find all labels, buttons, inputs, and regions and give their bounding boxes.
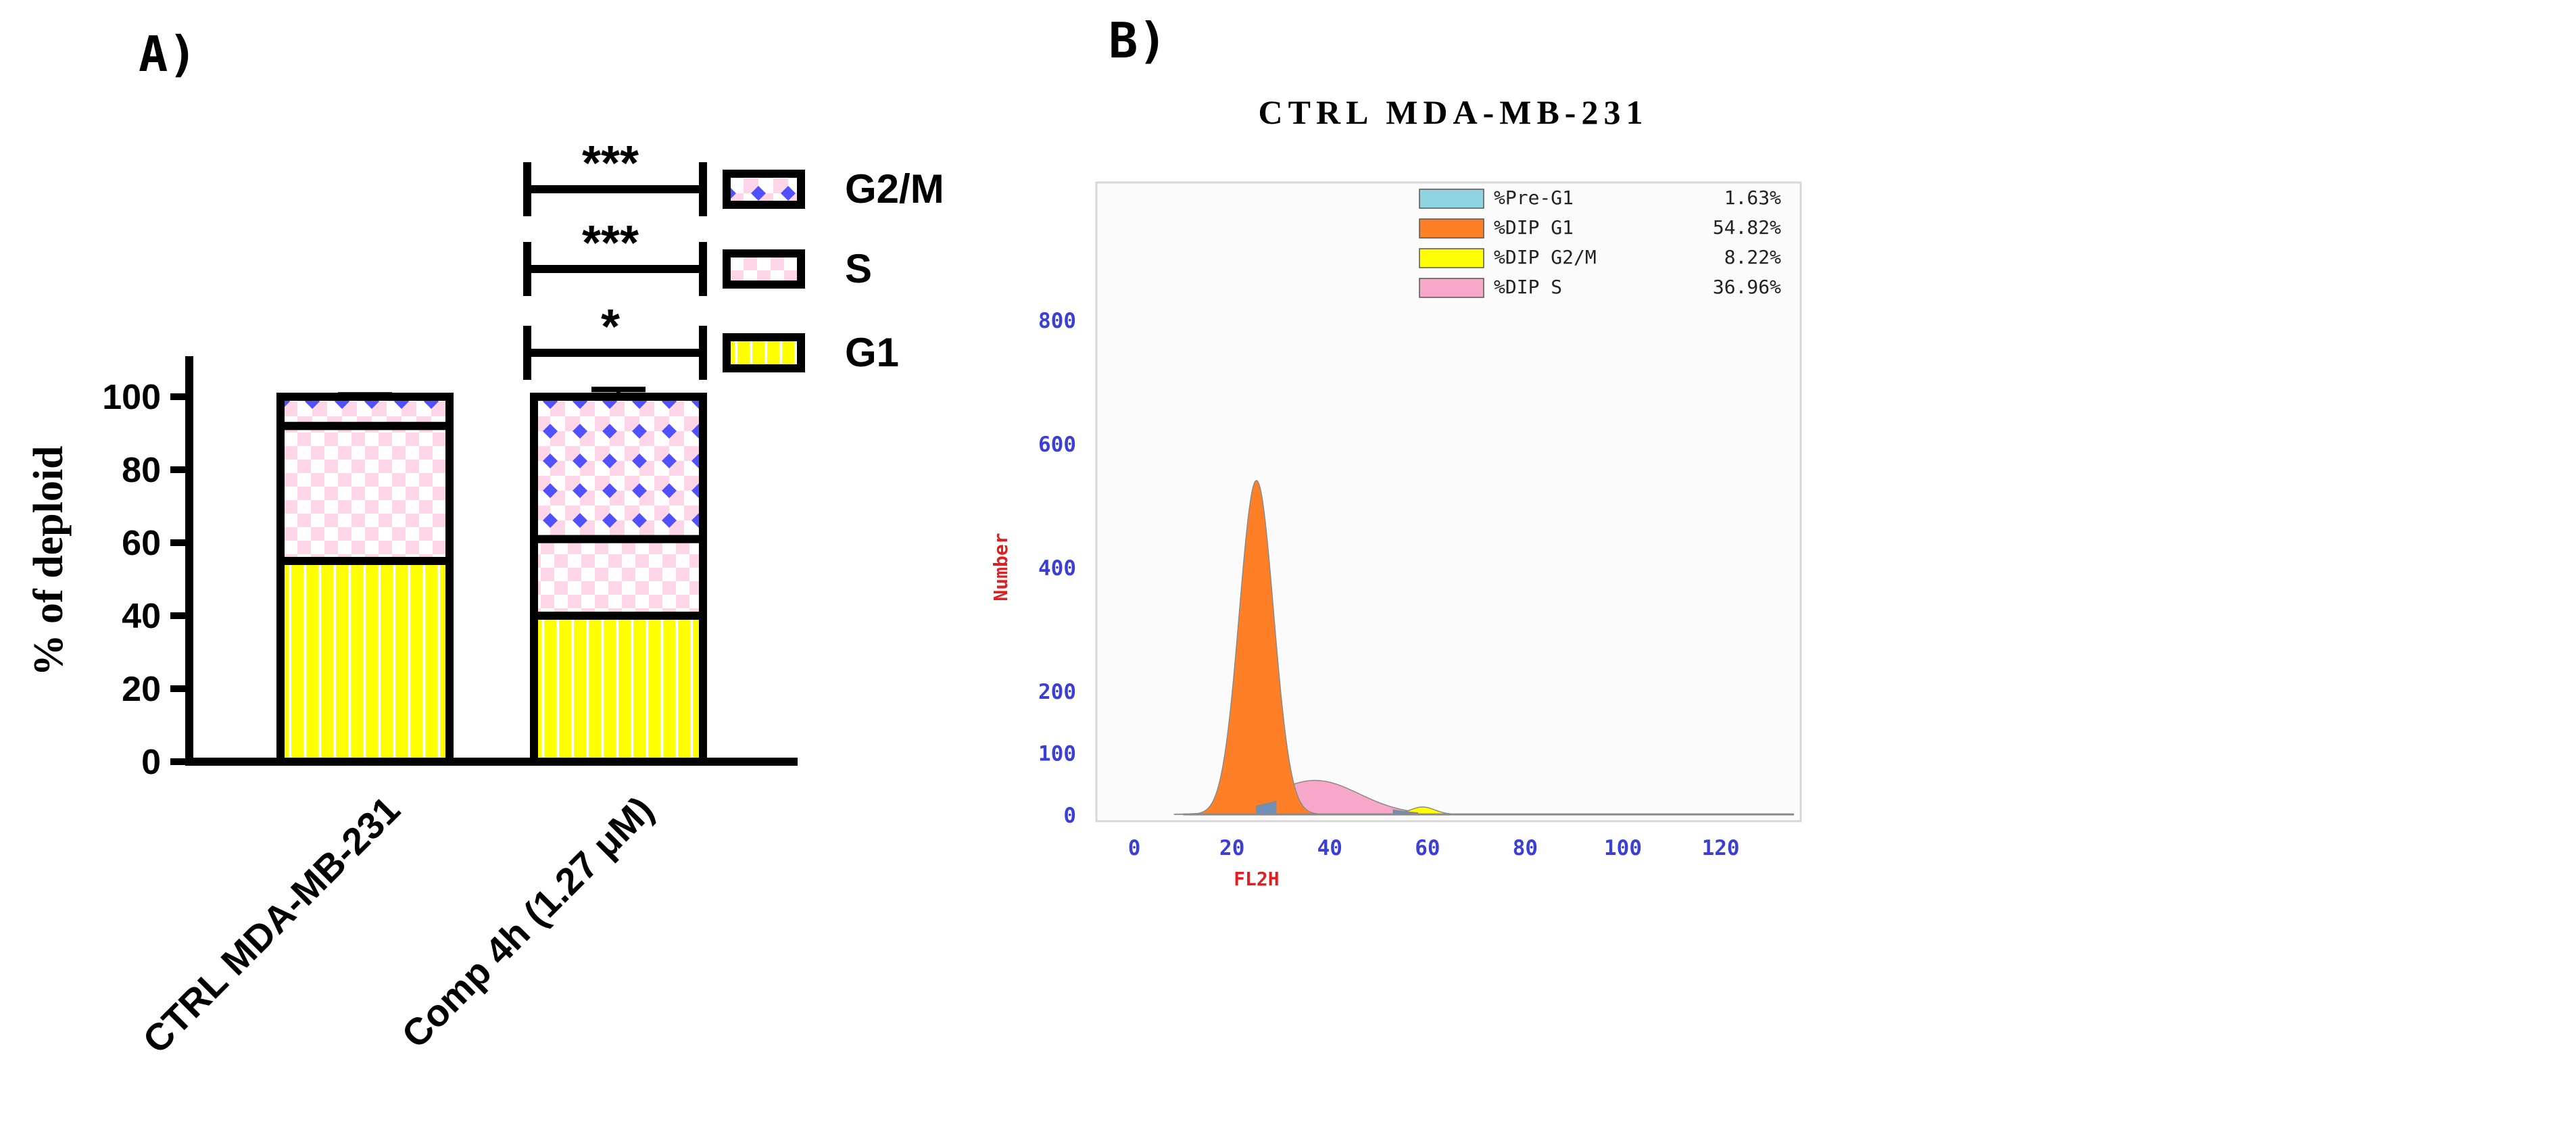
histogram-comp4h: CTRL MDA-MB-231 0 100 200 400 600 800 0 20 40 60 80…	[990, 93, 1802, 890]
bar-stacks	[276, 387, 707, 766]
y-tick-label: 80	[122, 451, 161, 490]
legend-value: 54.82%	[1713, 216, 1781, 239]
legend-swatch	[1419, 189, 1484, 209]
legend-swatch	[1419, 218, 1484, 239]
x-tick-label: 20	[1219, 836, 1244, 860]
x-tick-label: 80	[1513, 836, 1538, 860]
y-tick-label: 200	[1038, 680, 1076, 704]
bar-legend: G2/M S G1	[723, 166, 944, 375]
y-tick-label: 100	[102, 378, 161, 417]
sig-stars: ***	[582, 137, 639, 191]
bar-segment	[530, 612, 707, 766]
legend-label: %DIP G2/M	[1494, 246, 1597, 268]
sig-stars: ***	[582, 216, 639, 270]
x-axis-label: FL2H	[1234, 868, 1279, 890]
y-tick-label: 800	[1038, 309, 1076, 333]
panel-label-b: B)	[1109, 12, 1167, 69]
bar-segment	[276, 393, 454, 431]
x-tick-label: 120	[1702, 836, 1740, 860]
legend-label: G1	[845, 330, 899, 375]
histogram-title: CTRL MDA-MB-231	[1259, 93, 1649, 131]
overlap-region	[1256, 800, 1277, 815]
legend-value: 8.22%	[1724, 246, 1781, 268]
y-tick-label: 0	[1063, 804, 1076, 828]
x-tick-label: 0	[1128, 836, 1141, 860]
legend-label: %DIP S	[1494, 276, 1562, 298]
y-axis-label: Number	[990, 533, 1012, 601]
legend-label: %DIP G1	[1494, 216, 1574, 239]
legend-label: S	[845, 246, 872, 291]
legend-swatch	[723, 170, 805, 209]
legend-swatch	[1419, 278, 1484, 298]
overlap-region	[1392, 809, 1419, 815]
bar-segment	[530, 535, 707, 620]
sig-stars: *	[601, 300, 620, 354]
x-tick-label: 100	[1604, 836, 1642, 860]
y-tick-label: 400	[1038, 556, 1076, 581]
x-tick-label: 40	[1317, 836, 1342, 860]
y-tick-label: 100	[1038, 742, 1076, 766]
legend-value: 1.63%	[1724, 187, 1781, 209]
panel-label-a: A)	[139, 26, 197, 82]
dip-g1-peak	[1187, 479, 1326, 815]
legend-value: 36.96%	[1713, 276, 1781, 298]
legend-label: G2/M	[845, 166, 944, 212]
bar-segment	[530, 393, 707, 543]
bar-stack	[530, 387, 707, 766]
x-tick-label: Comp 4h (1.27 μM)	[393, 788, 662, 1056]
y-tick-label: 40	[122, 597, 161, 636]
y-tick-label: 600	[1038, 433, 1076, 457]
y-tick-label: 20	[122, 670, 161, 709]
bar-segment	[276, 557, 454, 766]
x-tick-label: CTRL MDA-MB-231	[135, 788, 408, 1062]
y-tick-label: 0	[141, 743, 161, 782]
y-axis-label: % of deploid	[26, 445, 72, 676]
legend-swatch	[723, 333, 805, 372]
significance-brackets: *******	[523, 137, 707, 380]
x-tick-label: 60	[1415, 836, 1440, 860]
bar-segment	[276, 422, 454, 566]
bar-stack	[276, 392, 454, 766]
legend-swatch	[723, 249, 805, 289]
y-tick-label: 60	[122, 524, 161, 563]
legend-label: %Pre-G1	[1494, 187, 1574, 209]
legend-swatch	[1419, 248, 1484, 268]
